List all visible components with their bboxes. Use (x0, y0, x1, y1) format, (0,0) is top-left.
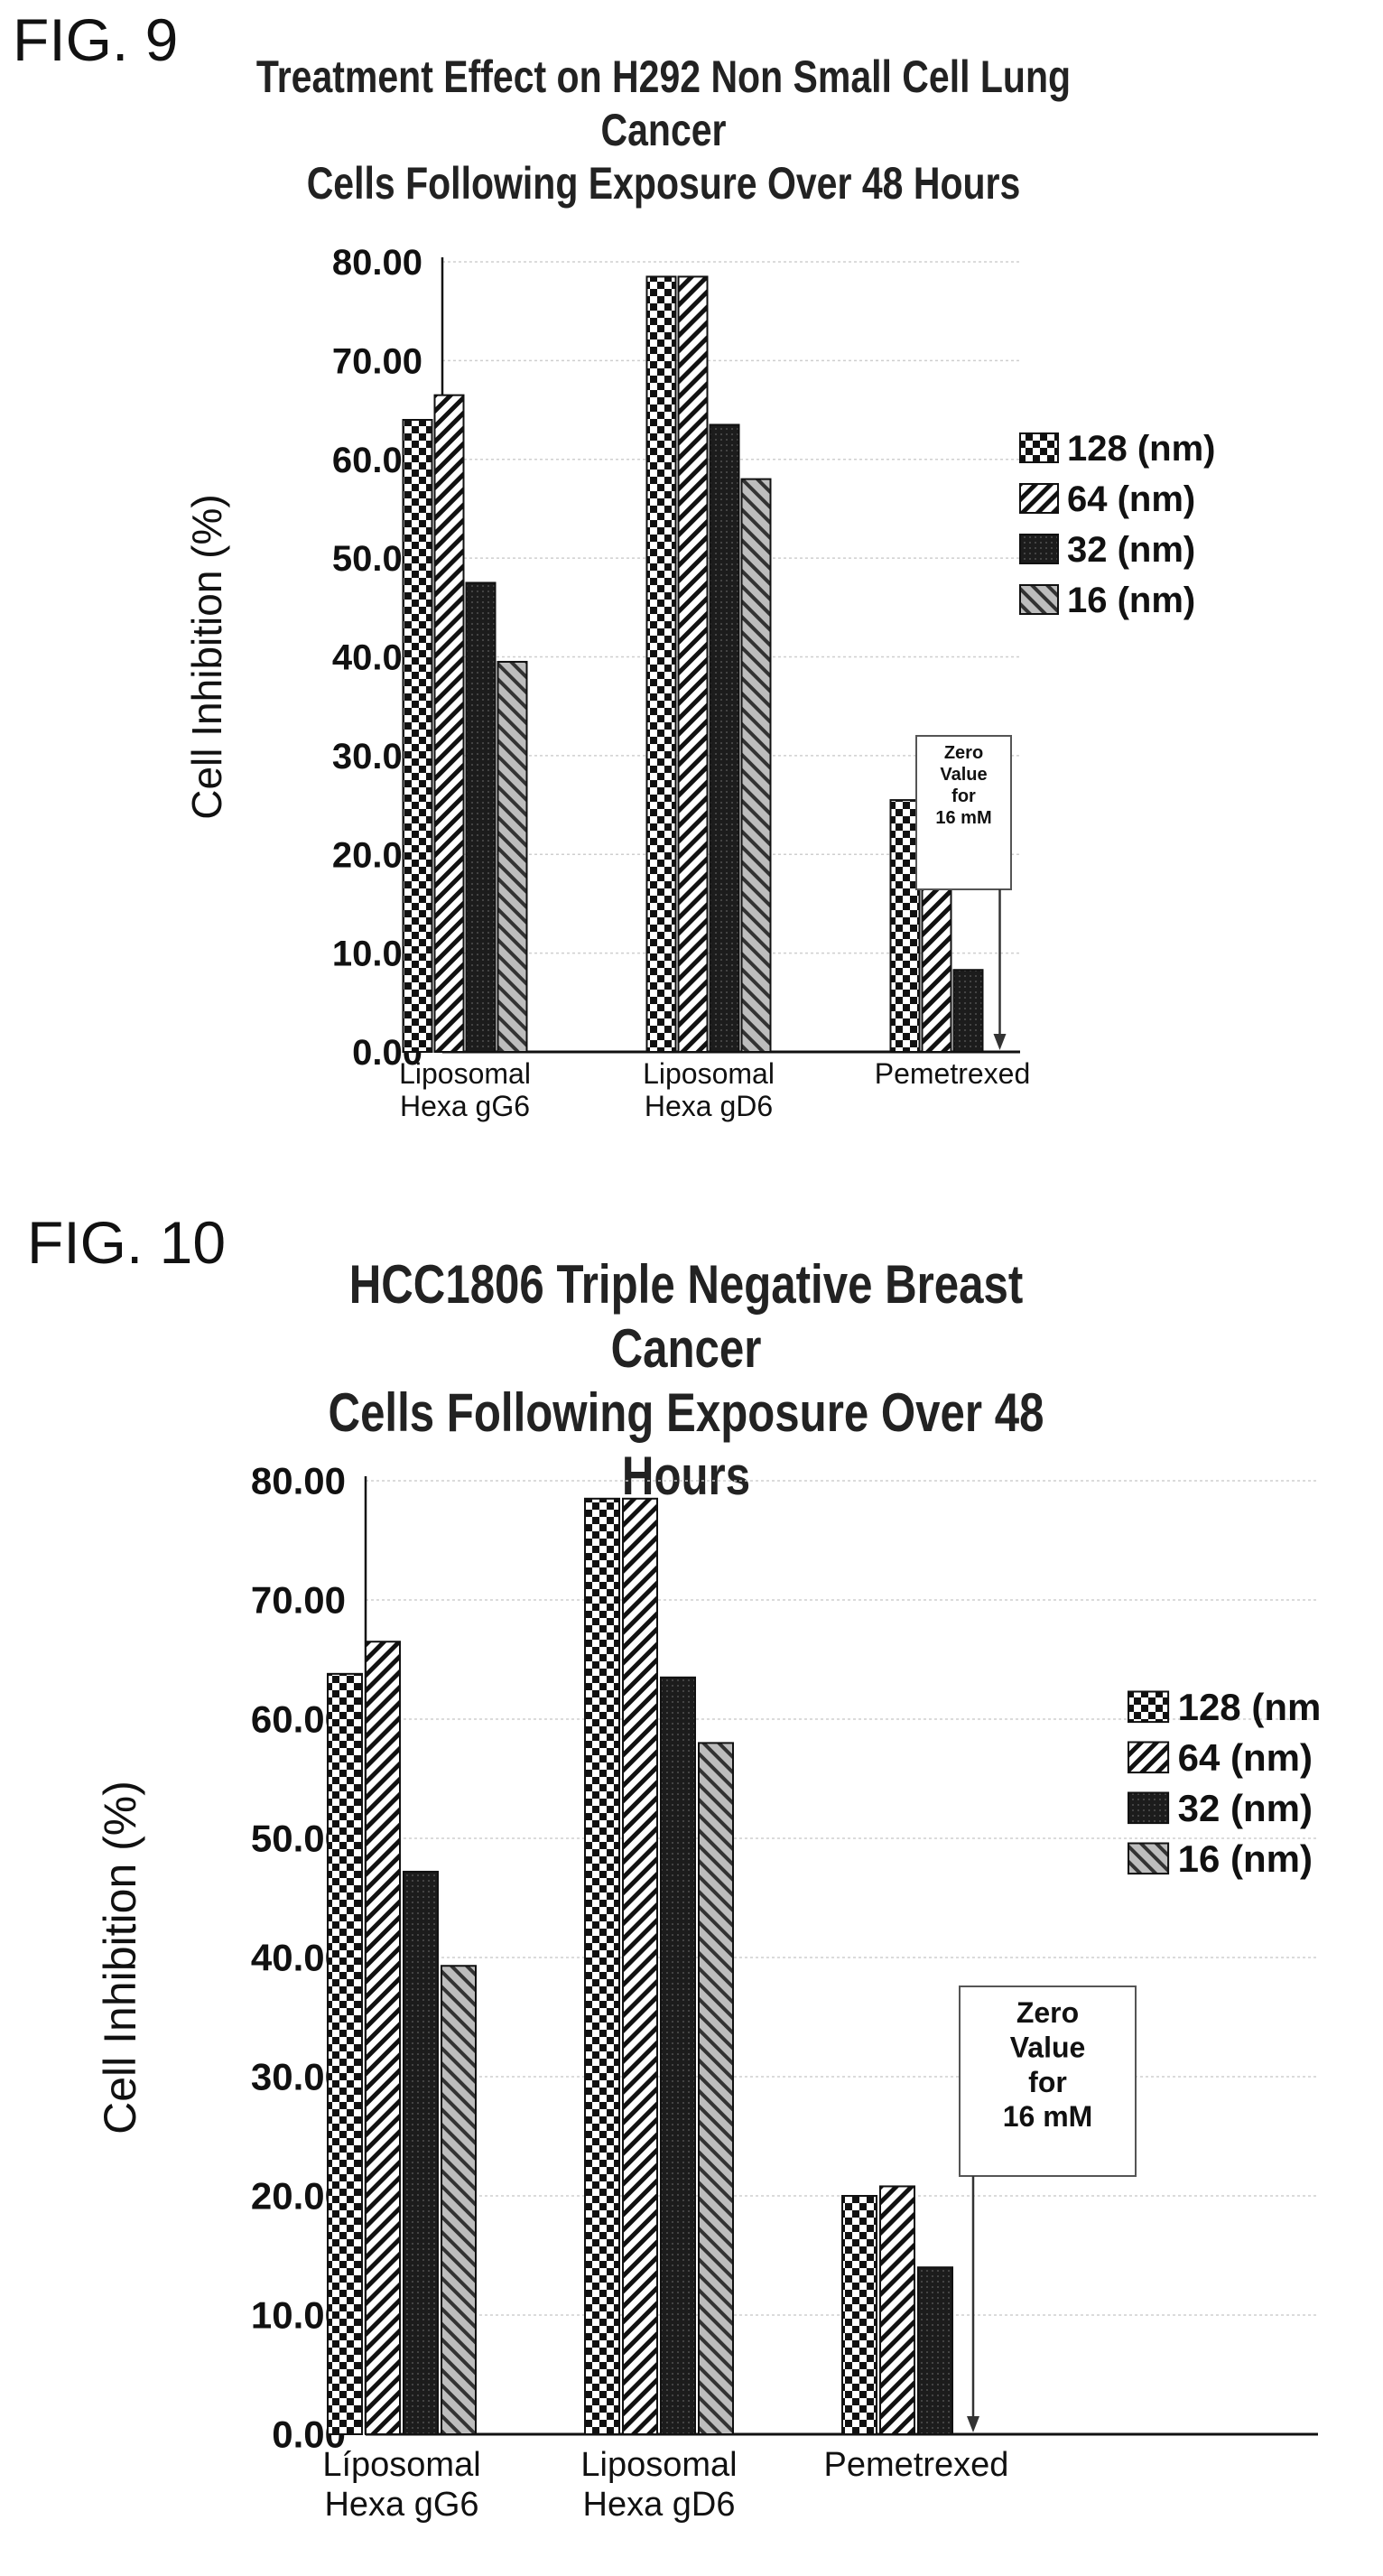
bar (645, 275, 677, 1053)
legend-swatch (1128, 1741, 1170, 1774)
legend-swatch (1019, 483, 1059, 514)
annotation-text: 16 mM (1003, 2100, 1093, 2133)
chart-1: 0.0010.0020.0030.0040.0050.0060.0070.008… (183, 243, 1216, 1122)
x-category-label: Líposomal (322, 2446, 480, 2484)
legend-label: 128 (nm) (1067, 429, 1216, 469)
legend-label: 64 (nm) (1178, 1736, 1313, 1779)
bar (465, 581, 497, 1053)
legend-swatch (1128, 1842, 1170, 1875)
bar (441, 1965, 477, 2435)
x-category-label: Liposomal (580, 2446, 737, 2484)
bar (403, 1870, 439, 2435)
fig9-title: Treatment Effect on H292 Non Small Cell … (246, 51, 1082, 210)
legend-label: 64 (nm) (1067, 479, 1195, 519)
legend-label: 32 (nm) (1067, 530, 1195, 570)
y-axis-title: Cell Inhibition (%) (95, 1781, 145, 2134)
annotation-text: Zero (1016, 1996, 1079, 2029)
legend-label: 16 (nm) (1067, 581, 1195, 620)
x-category-label: Hexa gG6 (324, 2486, 478, 2524)
annotation-box (959, 1985, 1137, 2177)
annotation-arrowhead (967, 2416, 979, 2432)
annotation-arrowhead (993, 1034, 1007, 1050)
annotation-text: Value (940, 765, 987, 785)
legend-swatch (1019, 534, 1059, 564)
bar (889, 799, 921, 1053)
x-category-label: Liposomal (643, 1057, 775, 1090)
bar (740, 478, 772, 1053)
y-tick-label: 80.00 (251, 1460, 346, 1502)
bar (584, 1497, 620, 2435)
x-category-label: Hexa gD6 (583, 2486, 736, 2524)
bar (917, 2266, 953, 2435)
x-category-label: Liposomal (399, 1057, 531, 1090)
y-axis-title: Cell Inhibition (%) (183, 494, 230, 819)
annotation-text: Value (1010, 2031, 1086, 2063)
annotation-text: 16 mM (935, 808, 991, 828)
x-category-label: Pemetrexed (875, 1057, 1031, 1090)
x-category-label: Hexa gG6 (400, 1090, 530, 1122)
bar (402, 419, 433, 1053)
x-category-label: Pemetrexed (824, 2446, 1009, 2484)
annotation-box (915, 735, 1012, 890)
y-tick-label: 70.00 (251, 1579, 346, 1622)
fig9-title-line-1: Treatment Effect on H292 Non Small Cell … (255, 51, 1072, 155)
fig9-title-line-2: Cells Following Exposure Over 48 Hours (306, 158, 1021, 209)
bar (677, 275, 709, 1053)
fig9-label: FIG. 9 (13, 6, 179, 73)
bar (952, 969, 984, 1053)
fig10-title-line-1: HCC1806 Triple Negative Breast Cancer (348, 1254, 1024, 1379)
bar (365, 1641, 401, 2435)
y-tick-label: 80.00 (332, 243, 422, 283)
legend-swatch (1019, 584, 1059, 615)
bar (879, 2185, 915, 2435)
bar (709, 423, 740, 1053)
bar (327, 1672, 363, 2435)
bar (433, 394, 465, 1053)
fig10-title: HCC1806 Triple Negative Breast Cancer Ce… (293, 1253, 1078, 1509)
y-tick-label: 70.00 (332, 341, 422, 381)
legend-swatch (1128, 1690, 1170, 1724)
x-category-label: Hexa gD6 (645, 1090, 773, 1122)
legend-label: 128 (nm (1178, 1686, 1322, 1728)
bar (497, 660, 528, 1053)
chart-2: 0.0010.0020.0030.0040.0050.0060.0070.008… (95, 1460, 1321, 2524)
legend-swatch (1019, 432, 1059, 463)
annotation-text: for (1028, 2066, 1067, 2098)
fig10-label: FIG. 10 (27, 1209, 227, 1276)
legend-swatch (1128, 1791, 1170, 1825)
bar (841, 2195, 877, 2435)
legend-label: 16 (nm) (1178, 1837, 1313, 1880)
bar (660, 1676, 696, 2436)
bar (622, 1497, 658, 2435)
annotation-text: for (951, 786, 976, 806)
annotation-text: Zero (944, 743, 983, 763)
legend-label: 32 (nm) (1178, 1787, 1313, 1829)
fig10-title-line-2: Cells Following Exposure Over 48 Hours (328, 1381, 1044, 1507)
bar (698, 1742, 734, 2435)
bar (921, 888, 952, 1053)
